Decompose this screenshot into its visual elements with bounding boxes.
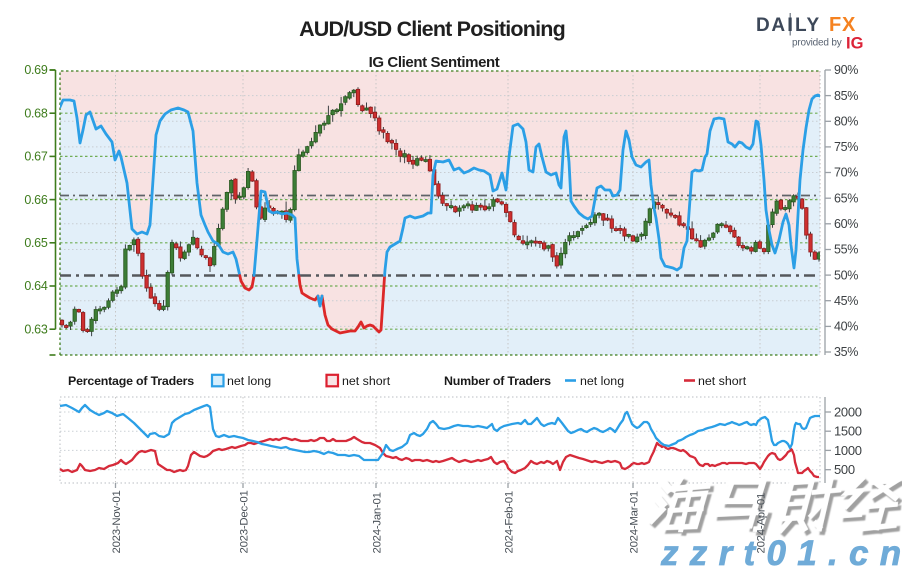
svg-text:0.63: 0.63 [24, 322, 47, 336]
svg-text:1000: 1000 [834, 443, 862, 458]
svg-text:0.68: 0.68 [24, 106, 47, 120]
svg-text:net long: net long [580, 374, 624, 388]
svg-text:provided by: provided by [792, 38, 842, 49]
svg-text:1500: 1500 [834, 424, 862, 439]
svg-text:500: 500 [834, 462, 855, 477]
svg-text:55%: 55% [834, 243, 858, 257]
svg-text:0.66: 0.66 [24, 193, 47, 207]
svg-text:75%: 75% [834, 140, 858, 154]
svg-text:IG: IG [846, 35, 863, 53]
svg-text:0.65: 0.65 [24, 236, 47, 250]
svg-text:DA: DA [756, 15, 787, 36]
svg-text:50%: 50% [834, 268, 858, 282]
svg-text:2023-Dec-01: 2023-Dec-01 [239, 490, 251, 553]
svg-text:net short: net short [698, 374, 747, 388]
svg-text:AUD/USD Client Positioning: AUD/USD Client Positioning [299, 17, 565, 41]
svg-text:85%: 85% [834, 89, 858, 103]
svg-text:FX: FX [829, 14, 856, 36]
svg-text:0.69: 0.69 [24, 63, 47, 77]
svg-text:2000: 2000 [834, 405, 862, 420]
svg-text:IG Client Sentiment: IG Client Sentiment [369, 54, 500, 71]
svg-text:65%: 65% [834, 191, 858, 205]
svg-text:40%: 40% [834, 320, 858, 334]
svg-text:Percentage of Traders: Percentage of Traders [68, 374, 194, 388]
svg-text:net long: net long [227, 374, 271, 388]
svg-text:0.64: 0.64 [24, 279, 47, 293]
svg-text:60%: 60% [834, 217, 858, 231]
svg-text:2024-Feb-01: 2024-Feb-01 [504, 491, 516, 553]
svg-text:2023-Nov-01: 2023-Nov-01 [111, 490, 123, 553]
svg-text:70%: 70% [834, 166, 858, 180]
svg-text:2024-Jan-01: 2024-Jan-01 [372, 492, 384, 553]
svg-text:2024-Mar-01: 2024-Mar-01 [629, 491, 641, 553]
svg-text:90%: 90% [834, 63, 858, 77]
svg-text:45%: 45% [834, 294, 858, 308]
svg-text:Number of Traders: Number of Traders [444, 374, 551, 388]
svg-text:0.67: 0.67 [24, 150, 47, 164]
svg-text:net short: net short [342, 374, 391, 388]
svg-text:35%: 35% [834, 345, 858, 359]
svg-text:LY: LY [795, 15, 821, 36]
svg-text:zzrt01.cn: zzrt01.cn [660, 534, 902, 567]
svg-text:80%: 80% [834, 115, 858, 129]
svg-text:2024-Apr-01: 2024-Apr-01 [756, 493, 768, 554]
